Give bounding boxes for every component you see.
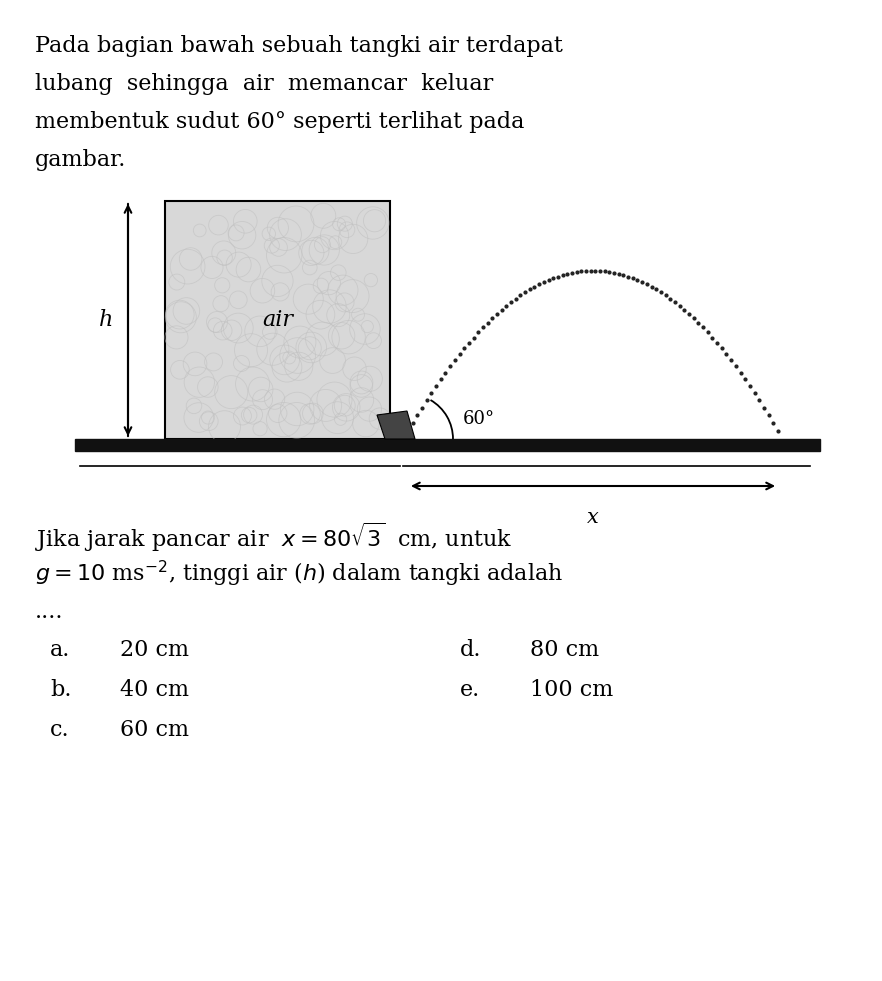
Text: 40 cm: 40 cm bbox=[120, 679, 189, 701]
Text: a.: a. bbox=[50, 639, 71, 661]
Text: Jika jarak pancar air  $x = 80\sqrt{3}$  cm, untuk: Jika jarak pancar air $x = 80\sqrt{3}$ c… bbox=[35, 521, 512, 554]
Text: x: x bbox=[587, 508, 599, 527]
Text: 100 cm: 100 cm bbox=[530, 679, 613, 701]
Bar bbox=[75, 439, 820, 451]
Text: $g = 10$ ms$^{-2}$, tinggi air ($h$) dalam tangki adalah: $g = 10$ ms$^{-2}$, tinggi air ($h$) dal… bbox=[35, 559, 564, 590]
Text: h: h bbox=[99, 309, 113, 331]
Text: 80 cm: 80 cm bbox=[530, 639, 599, 661]
Text: b.: b. bbox=[50, 679, 71, 701]
Text: 60°: 60° bbox=[463, 410, 495, 428]
Text: 20 cm: 20 cm bbox=[120, 639, 189, 661]
Text: e.: e. bbox=[460, 679, 481, 701]
Text: air: air bbox=[262, 309, 293, 331]
Polygon shape bbox=[377, 411, 415, 439]
Text: ....: .... bbox=[35, 601, 64, 623]
Text: membentuk sudut 60° seperti terlihat pada: membentuk sudut 60° seperti terlihat pad… bbox=[35, 111, 525, 133]
Text: c.: c. bbox=[50, 719, 70, 741]
Text: lubang  sehingga  air  memancar  keluar: lubang sehingga air memancar keluar bbox=[35, 73, 493, 95]
Text: 60 cm: 60 cm bbox=[120, 719, 189, 741]
Text: Pada bagian bawah sebuah tangki air terdapat: Pada bagian bawah sebuah tangki air terd… bbox=[35, 35, 563, 57]
Text: gambar.: gambar. bbox=[35, 149, 126, 171]
Text: d.: d. bbox=[460, 639, 482, 661]
Bar bbox=[165, 201, 390, 439]
